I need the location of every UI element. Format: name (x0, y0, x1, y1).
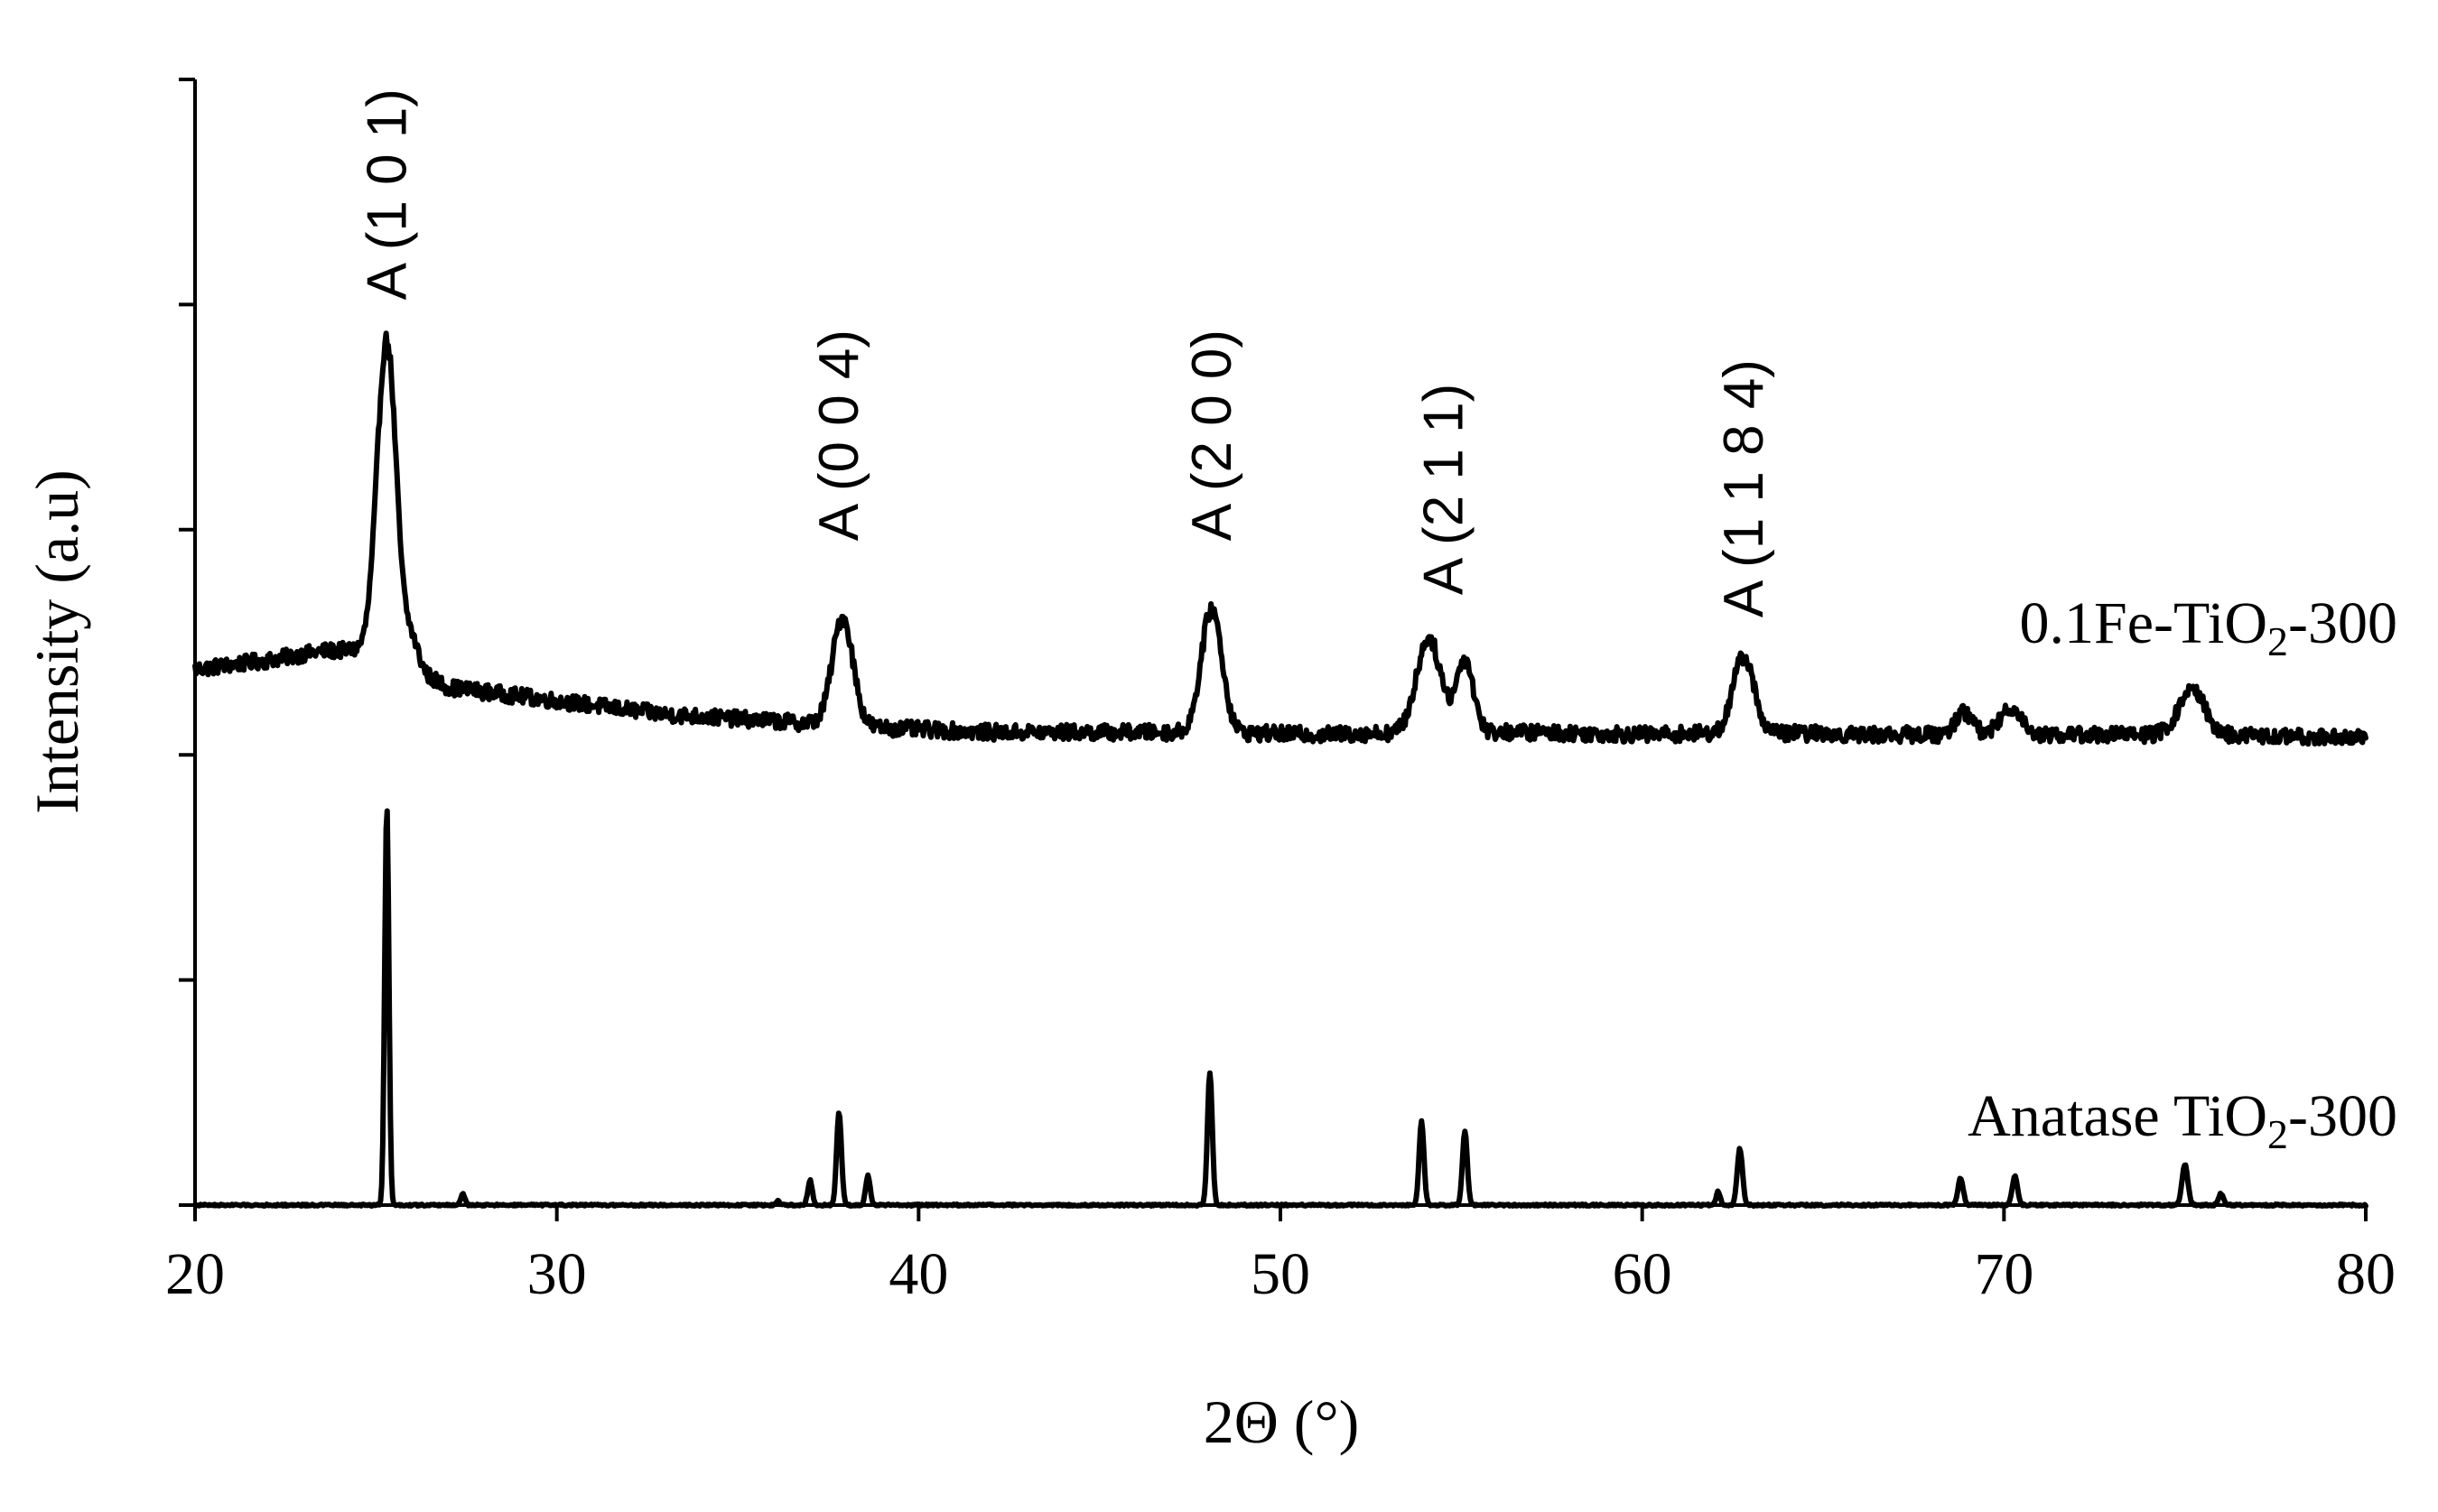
series-label-main: 0.1Fe-TiO (2020, 590, 2267, 656)
peak-label-1: A (0 0 4) (808, 329, 870, 541)
series-label-subscript: 2 (2267, 618, 2288, 664)
x-tick-label-40: 40 (889, 1241, 948, 1307)
x-tick-label-30: 30 (527, 1241, 587, 1307)
y-ticks (179, 78, 195, 1207)
x-ticks: 20 30 40 50 60 70 80 (165, 1205, 2396, 1307)
peak-label-0: A (1 0 1) (356, 88, 418, 300)
series-label-tail: -300 (2288, 590, 2397, 656)
peak-annotations: A (1 0 1) A (0 0 4) A (2 0 0) A (2 1 1) A (1… (356, 88, 1775, 617)
series-label-main: Anatase TiO (1968, 1083, 2267, 1149)
series-group (192, 330, 2368, 1209)
x-tick-label-70: 70 (1974, 1241, 2033, 1307)
y-axis-title: Intensity (a.u) (23, 469, 91, 813)
x-tick-label-20: 20 (165, 1241, 225, 1307)
series-label-tail: -300 (2288, 1083, 2397, 1149)
x-tick-label-60: 60 (1613, 1241, 1672, 1307)
x-tick-label-80: 80 (2336, 1241, 2396, 1307)
series-line-0 (192, 330, 2368, 747)
series-label-0: 0.1Fe-TiO2-300 (2020, 590, 2397, 664)
peak-label-2: A (2 0 0) (1181, 329, 1243, 541)
series-label-subscript: 2 (2267, 1111, 2288, 1157)
series-label-1: Anatase TiO2-300 (1968, 1083, 2397, 1157)
peak-label-3: A (2 1 1) (1412, 384, 1475, 595)
x-axis-title: 2Θ (°) (1204, 1387, 1360, 1456)
peak-label-4: A (1 1 8 4) (1713, 359, 1775, 617)
series-line-1 (192, 808, 2368, 1209)
x-tick-label-50: 50 (1251, 1241, 1310, 1307)
